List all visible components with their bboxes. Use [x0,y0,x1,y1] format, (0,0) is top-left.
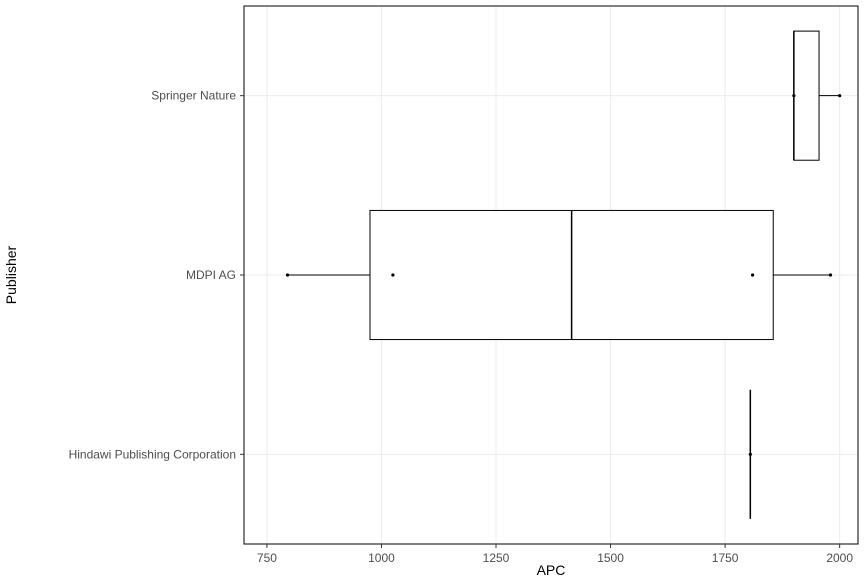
y-tick-label: Hindawi Publishing Corporation [69,447,236,461]
data-point [792,94,795,97]
x-tick-label: 1250 [483,551,510,565]
x-tick-label: 1000 [368,551,395,565]
data-point [749,453,752,456]
x-tick-label: 2000 [826,551,853,565]
x-tick-label: 1500 [597,551,624,565]
data-point [829,273,832,276]
y-tick-label: Springer Nature [151,89,236,103]
data-point [391,273,394,276]
data-point [838,94,841,97]
x-axis-label: APC [537,562,566,576]
data-point [286,273,289,276]
x-tick-label: 750 [257,551,277,565]
box [794,31,819,160]
boxplot-chart: 750 1000 1250 1500 1750 2000 Hindawi Publishi… [0,0,864,576]
y-tick-label: MDPI AG [186,268,236,282]
data-point [751,273,754,276]
x-tick-label: 1750 [712,551,739,565]
y-axis-label: Publisher [3,245,19,304]
